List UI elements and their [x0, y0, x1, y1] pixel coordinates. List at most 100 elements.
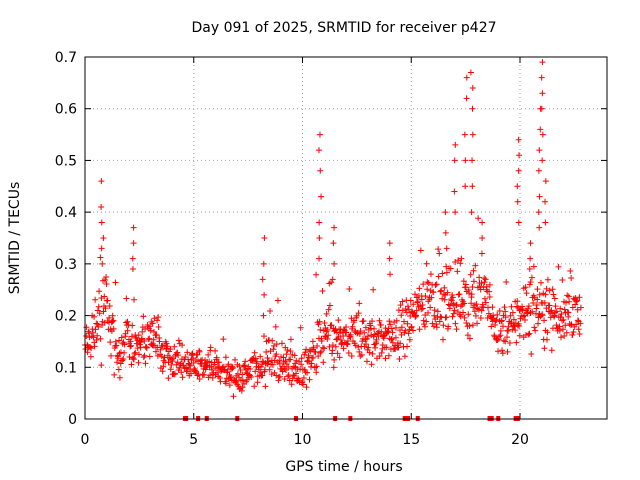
data-point [318, 348, 325, 355]
data-point [541, 317, 548, 324]
data-point [476, 274, 483, 281]
data-point [141, 352, 148, 359]
data-point [576, 331, 583, 338]
data-point [376, 353, 383, 360]
data-point [451, 307, 458, 314]
data-point [98, 178, 105, 185]
data-point [285, 363, 292, 370]
data-point [561, 332, 568, 339]
data-point [508, 303, 515, 310]
data-point [577, 320, 584, 327]
data-point [411, 291, 418, 298]
data-point [433, 324, 440, 331]
data-point [98, 295, 105, 302]
data-point [222, 354, 229, 361]
data-point [356, 300, 363, 307]
data-point [466, 335, 473, 342]
data-point [567, 268, 574, 275]
data-point [326, 343, 333, 350]
data-point [398, 312, 405, 319]
data-point [365, 344, 372, 351]
data-point [437, 313, 444, 320]
data-point [303, 346, 310, 353]
data-point [462, 157, 469, 164]
data-point [559, 277, 566, 284]
data-point [393, 317, 400, 324]
data-point [109, 312, 116, 319]
data-point [557, 334, 564, 341]
data-point [502, 338, 509, 345]
data-point [570, 329, 577, 336]
data-point [101, 293, 108, 300]
data-point [467, 69, 474, 76]
data-point [406, 336, 413, 343]
data-point [515, 167, 522, 174]
data-point [248, 373, 255, 380]
data-point [565, 309, 572, 316]
data-point [573, 321, 580, 328]
data-point [452, 258, 459, 265]
data-point [405, 330, 412, 337]
data-point [129, 255, 136, 262]
data-point [145, 336, 152, 343]
data-point [187, 370, 194, 377]
data-point [349, 323, 356, 330]
data-point [95, 323, 102, 330]
data-point [230, 393, 237, 400]
data-point [293, 370, 300, 377]
data-point [112, 343, 119, 350]
data-point [130, 224, 137, 231]
data-point [401, 318, 408, 325]
data-point [482, 276, 489, 283]
data-point [563, 299, 570, 306]
data-point [528, 350, 535, 357]
data-point [340, 332, 347, 339]
data-point [486, 294, 493, 301]
data-point [179, 374, 186, 381]
data-point [316, 131, 323, 138]
data-point [116, 337, 123, 344]
data-point [439, 295, 446, 302]
data-point [83, 333, 90, 340]
data-point [363, 341, 370, 348]
data-point [418, 306, 425, 313]
data-point [252, 355, 259, 362]
data-point [478, 250, 485, 257]
data-point [526, 330, 533, 337]
data-point [503, 334, 510, 341]
data-point [141, 337, 148, 344]
data-point [323, 310, 330, 317]
data-point [301, 351, 308, 358]
data-point [555, 263, 562, 270]
data-point [313, 363, 320, 370]
data-point [93, 336, 100, 343]
data-point [535, 167, 542, 174]
data-point [363, 358, 370, 365]
data-point [501, 304, 508, 311]
data-point [266, 366, 273, 373]
data-point [378, 328, 385, 335]
data-point [84, 349, 91, 356]
data-point [388, 325, 395, 332]
data-point [559, 317, 566, 324]
data-point [521, 316, 528, 323]
data-point [389, 329, 396, 336]
data-point [563, 329, 570, 336]
data-point [541, 345, 548, 352]
x-axis-label: GPS time / hours [285, 459, 402, 475]
data-point [260, 333, 267, 340]
data-point [298, 361, 305, 368]
data-point [196, 376, 203, 383]
data-point [432, 281, 439, 288]
data-point [361, 329, 368, 336]
data-point [318, 193, 325, 200]
data-point [513, 339, 520, 346]
data-point [427, 304, 434, 311]
data-point [494, 337, 501, 344]
data-point [515, 136, 522, 143]
data-point [543, 285, 550, 292]
grid-lines [85, 57, 607, 419]
data-point [460, 278, 467, 285]
data-point [260, 312, 267, 319]
data-point [368, 361, 375, 368]
